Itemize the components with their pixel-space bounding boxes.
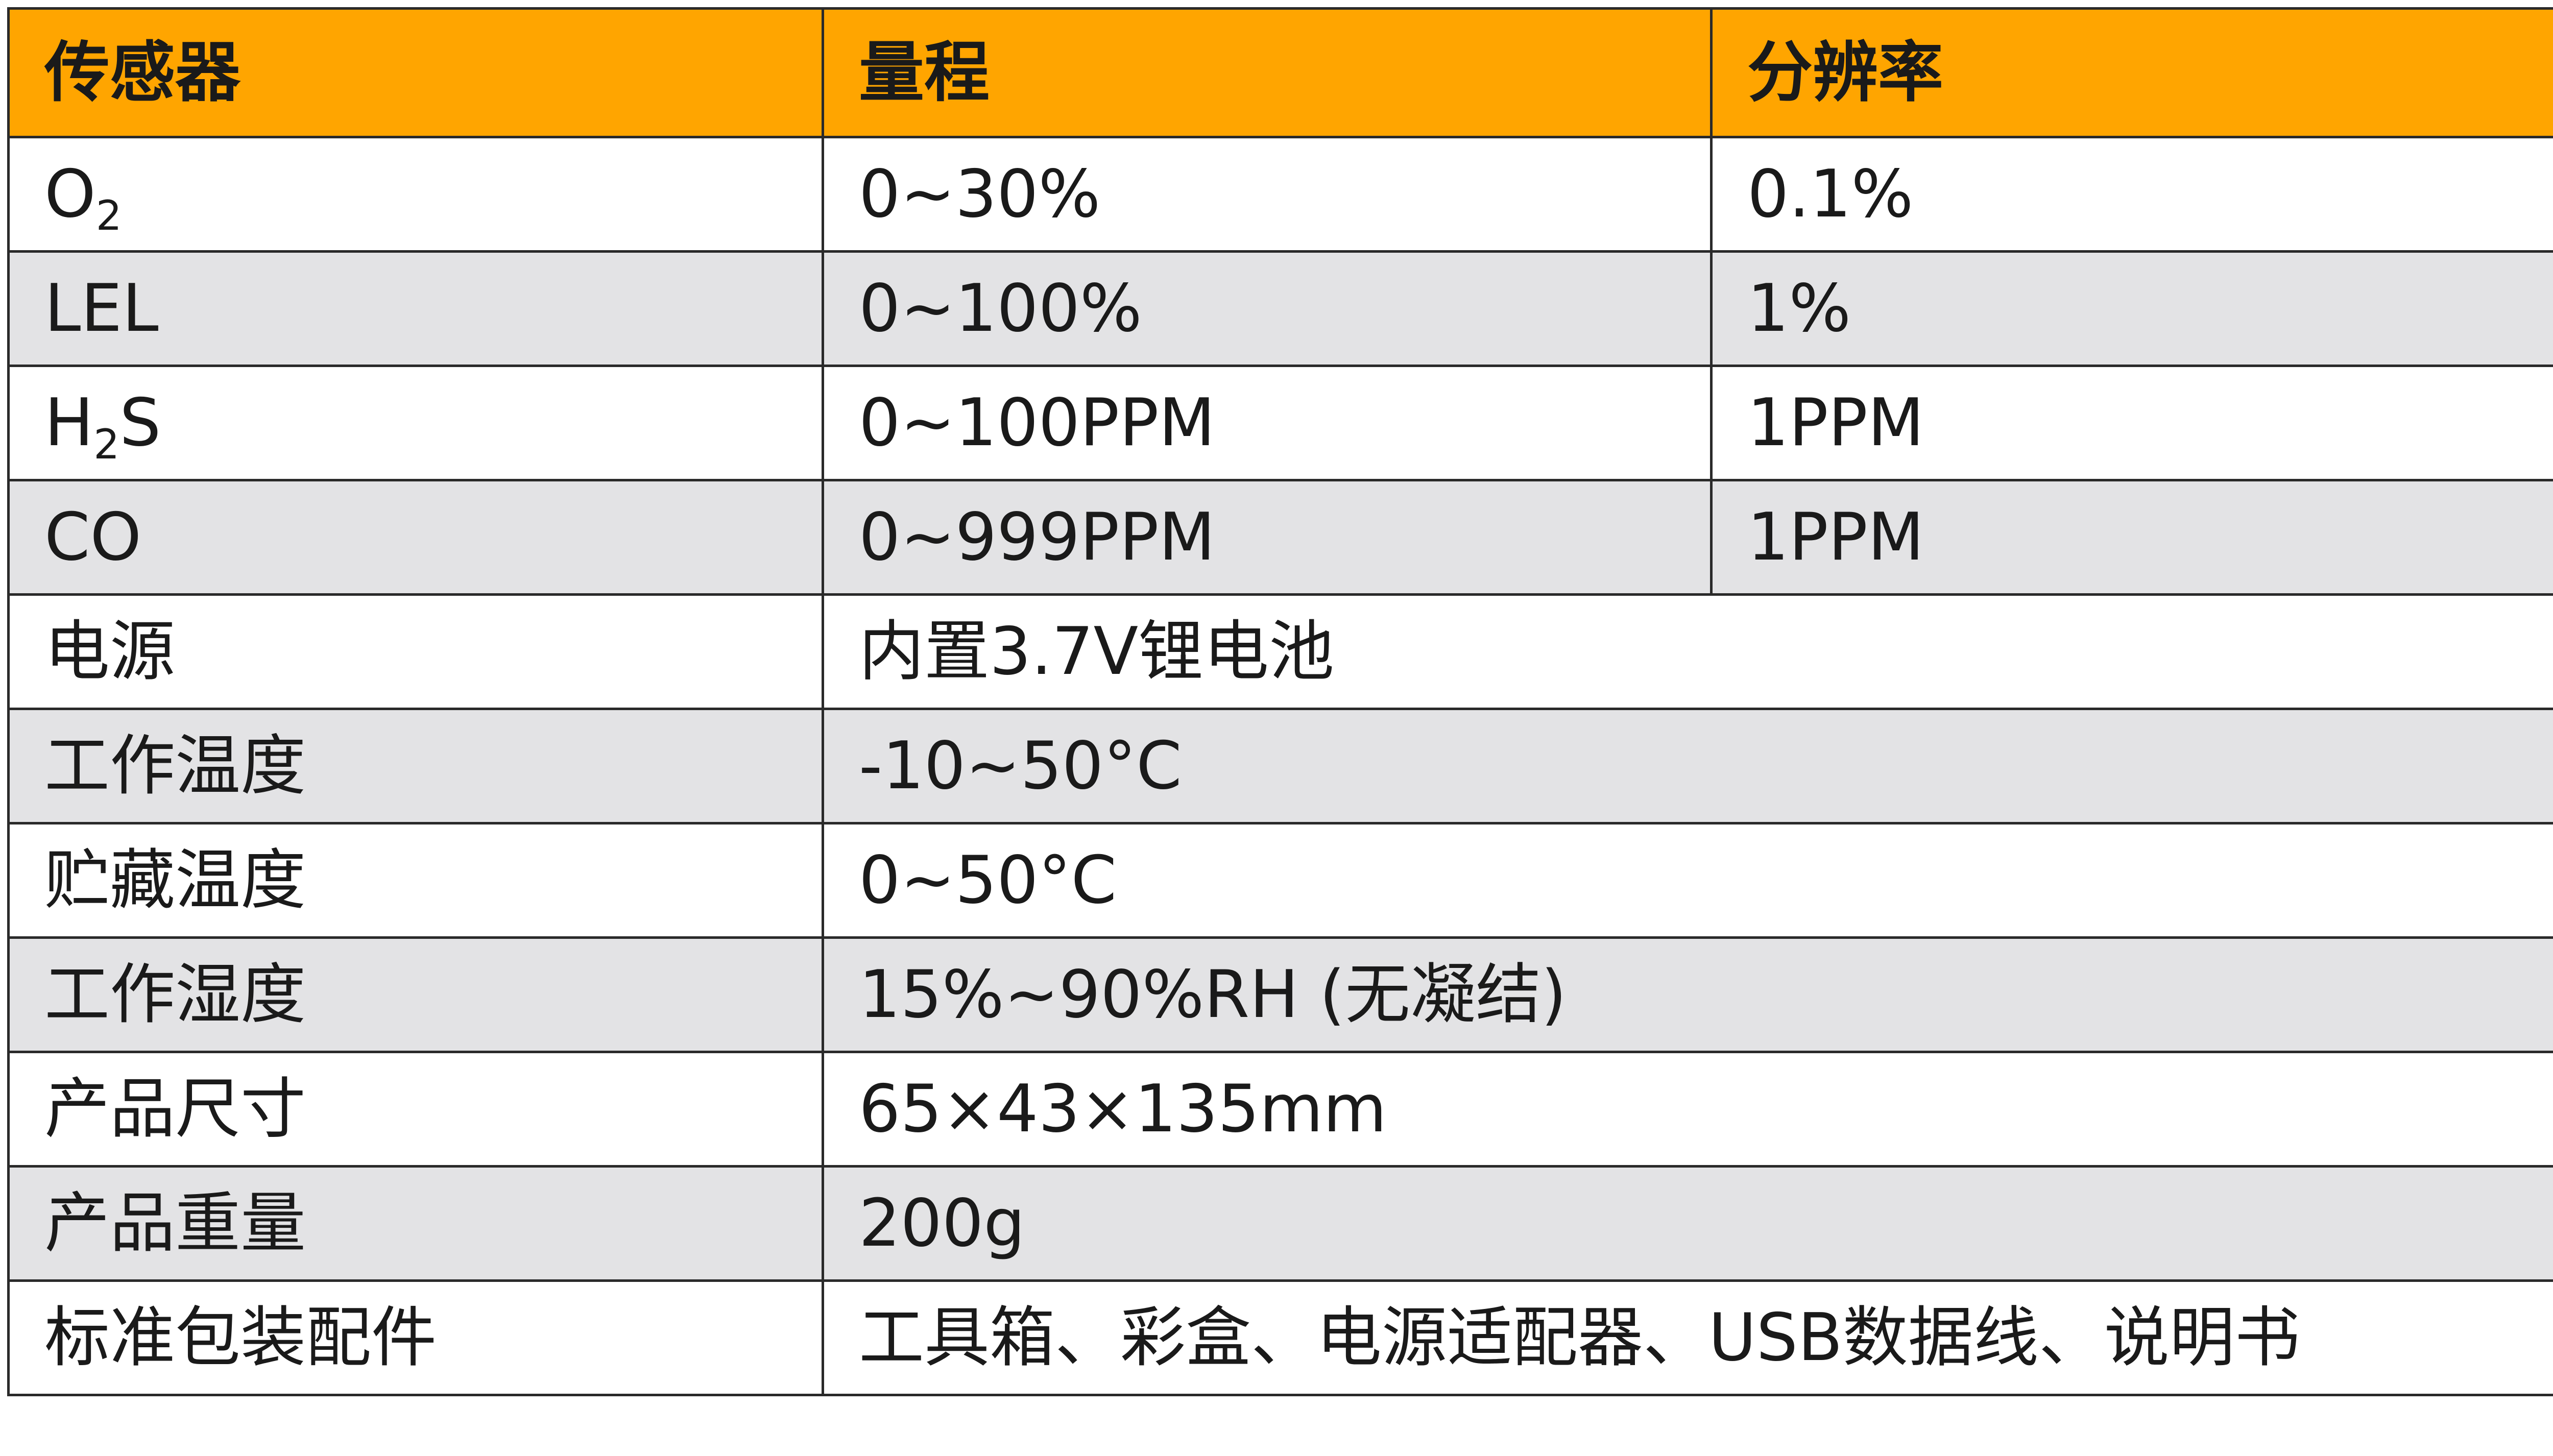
table-row-operating-humidity: 工作湿度 15%~90%RH (无凝结) (7, 936, 2553, 1053)
sensor-range-cell: 0~30% (822, 136, 1713, 253)
table-row-operating-temperature: 工作温度 -10~50°C (7, 708, 2553, 824)
table-row-product-weight: 产品重量 200g (7, 1165, 2553, 1282)
spec-table: 传感器 量程 分辨率 O2 0~30% 0.1% LEL 0~100% 1% H… (7, 7, 2553, 1396)
spec-label-cell: 工作温度 (7, 708, 824, 824)
spec-value-cell: 200g (822, 1165, 2553, 1282)
sensor-name-cell: LEL (7, 250, 824, 367)
spec-label-cell: 电源 (7, 593, 824, 710)
sensor-name-cell: O2 (7, 136, 824, 253)
table-row-sensor-h2s: H2S 0~100PPM 1PPM (7, 365, 2553, 481)
table-row-sensor-lel: LEL 0~100% 1% (7, 250, 2553, 367)
spec-value-cell: 工具箱、彩盒、电源适配器、USB数据线、说明书 (822, 1279, 2553, 1396)
spec-value-cell: 65×43×135mm (822, 1051, 2553, 1168)
sensor-range-cell: 0~100% (822, 250, 1713, 367)
spec-value-cell: 15%~90%RH (无凝结) (822, 936, 2553, 1053)
sensor-resolution-cell: 1% (1710, 250, 2553, 367)
sensor-resolution-cell: 1PPM (1710, 479, 2553, 596)
spec-label-cell: 工作湿度 (7, 936, 824, 1053)
sensor-name-base: LEL (44, 270, 159, 347)
spec-value-cell: 0~50°C (822, 822, 2553, 939)
sensor-name-subscript: 2 (95, 191, 122, 239)
spec-label-cell: 产品尺寸 (7, 1051, 824, 1168)
table-row-power: 电源 内置3.7V锂电池 (7, 593, 2553, 710)
table-row-storage-temperature: 贮藏温度 0~50°C (7, 822, 2553, 939)
table-row-sensor-co: CO 0~999PPM 1PPM (7, 479, 2553, 596)
spec-label-cell: 标准包装配件 (7, 1279, 824, 1396)
sensor-name-base: CO (44, 499, 142, 575)
table-row-sensor-o2: O2 0~30% 0.1% (7, 136, 2553, 253)
sensor-name-tail: S (119, 384, 161, 461)
table-header-row: 传感器 量程 分辨率 (7, 7, 2553, 138)
table-row-product-size: 产品尺寸 65×43×135mm (7, 1051, 2553, 1168)
sensor-name-base: H (44, 384, 94, 461)
sensor-name-cell: H2S (7, 365, 824, 481)
header-range: 量程 (822, 7, 1713, 138)
sensor-range-cell: 0~999PPM (822, 479, 1713, 596)
spec-label-cell: 贮藏温度 (7, 822, 824, 939)
sensor-resolution-cell: 0.1% (1710, 136, 2553, 253)
spec-label-cell: 产品重量 (7, 1165, 824, 1282)
spec-value-cell: -10~50°C (822, 708, 2553, 824)
header-resolution: 分辨率 (1710, 7, 2553, 138)
sensor-range-cell: 0~100PPM (822, 365, 1713, 481)
sensor-resolution-cell: 1PPM (1710, 365, 2553, 481)
sensor-name-base: O (44, 156, 96, 232)
sensor-name-cell: CO (7, 479, 824, 596)
table-row-accessories: 标准包装配件 工具箱、彩盒、电源适配器、USB数据线、说明书 (7, 1279, 2553, 1396)
header-sensor: 传感器 (7, 7, 824, 138)
sensor-name-subscript: 2 (93, 420, 120, 468)
spec-value-cell: 内置3.7V锂电池 (822, 593, 2553, 710)
